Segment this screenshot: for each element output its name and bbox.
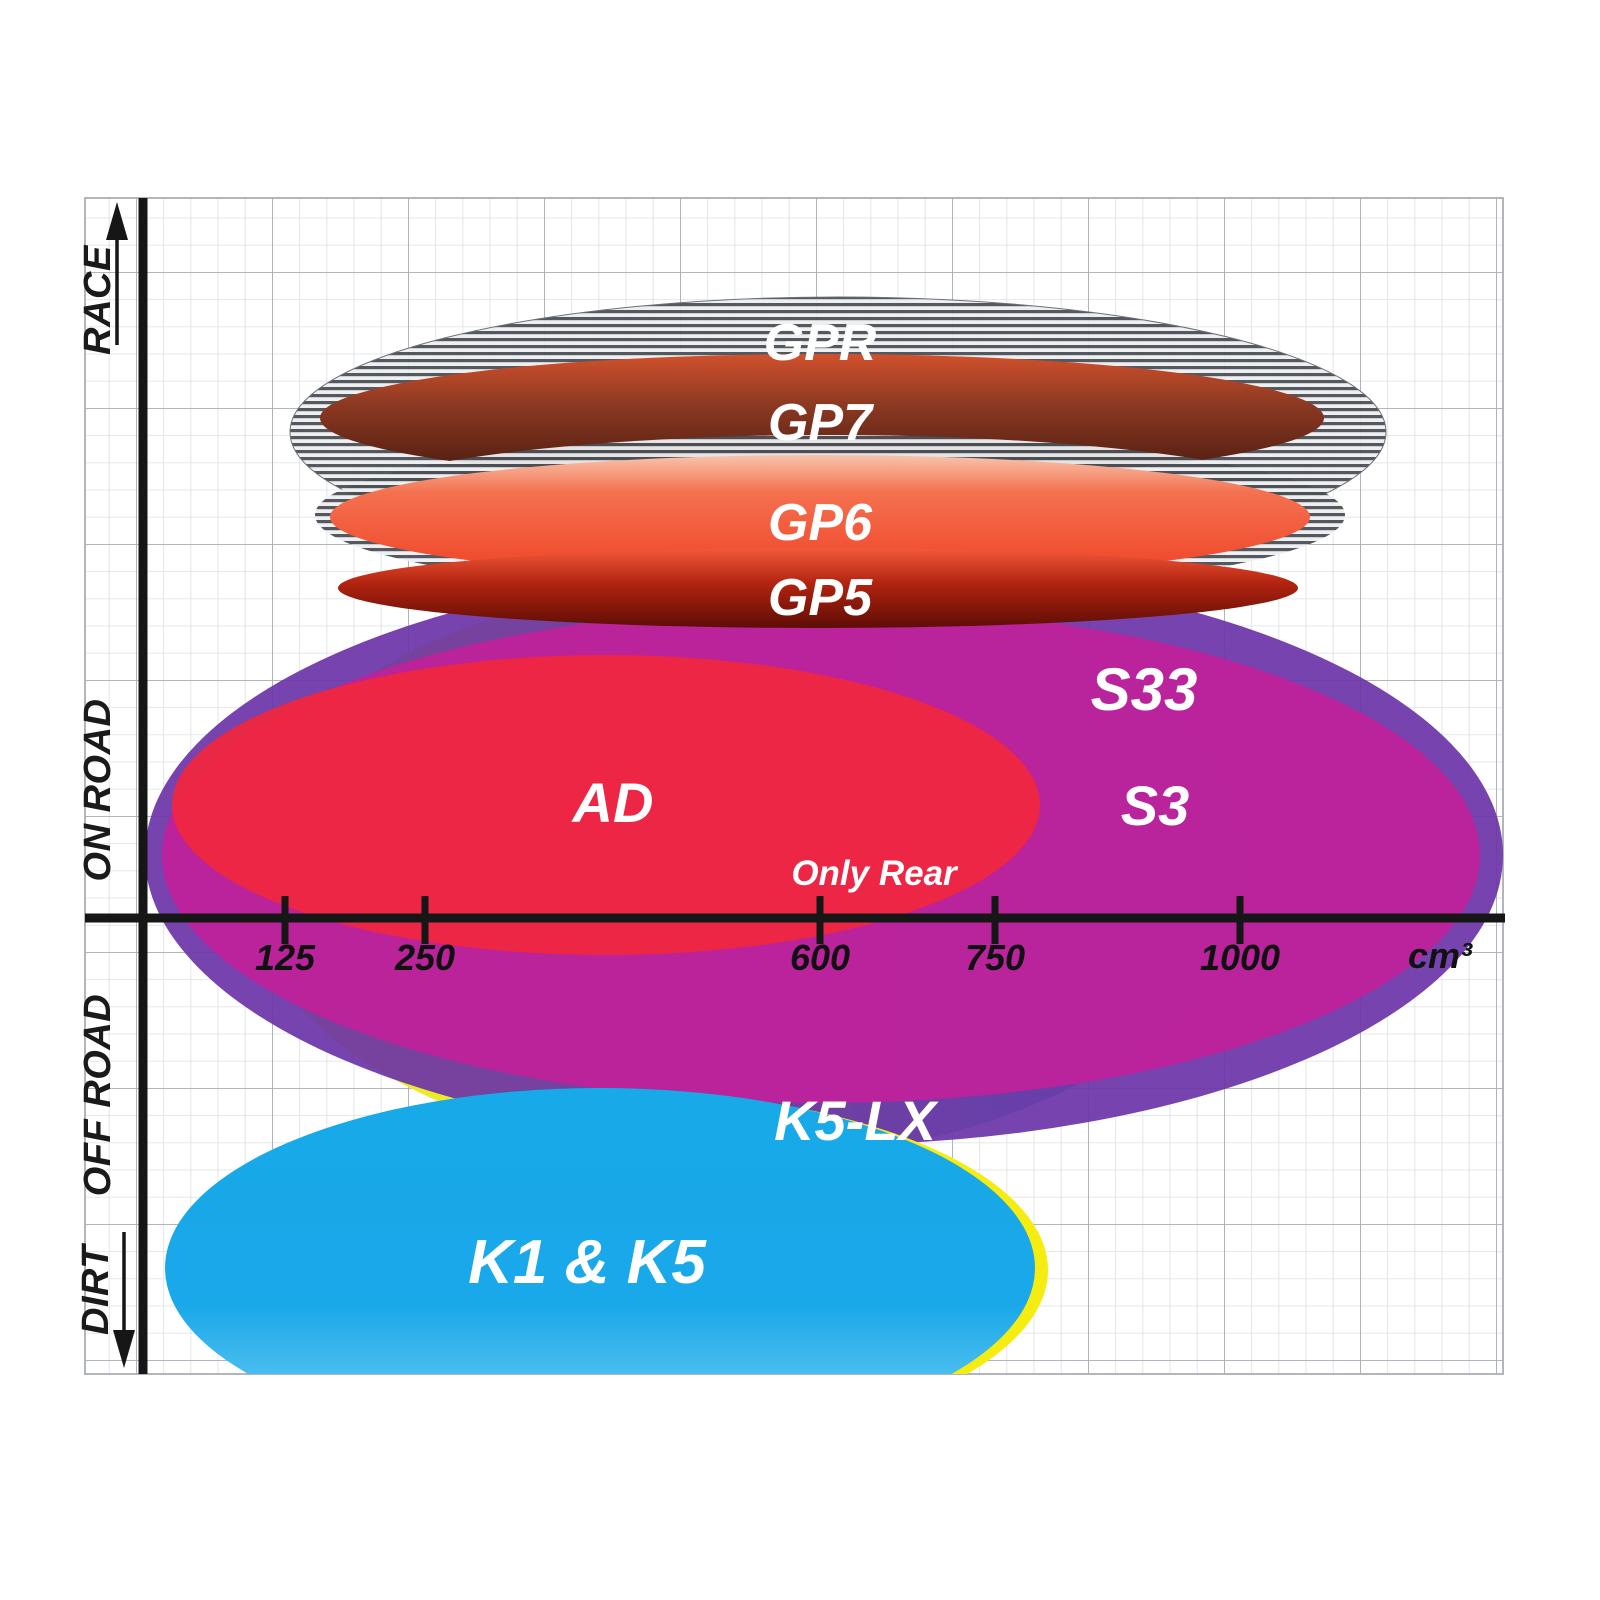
- label-only-rear: Only Rear: [791, 854, 959, 893]
- y-label-dirt: DIRT: [75, 1243, 117, 1335]
- x-axis-unit-label: cm³: [1408, 935, 1473, 976]
- race-group: [289, 296, 1387, 628]
- series-labels: GPR GP7 GP6 GP5 S33 S3 AD Only Rear K5-L…: [468, 314, 1197, 1297]
- label-gp7: GP7: [768, 394, 874, 452]
- x-tick-label-125: 125: [255, 937, 316, 978]
- label-s33: S33: [1091, 656, 1198, 723]
- blob-ad: [172, 655, 1040, 955]
- x-tick-label-250: 250: [394, 937, 455, 978]
- y-label-off-road: OFF ROAD: [77, 994, 119, 1196]
- y-label-on-road: ON ROAD: [77, 699, 119, 882]
- x-ticks: [281, 896, 1244, 944]
- dirt-arrow-icon: [113, 1232, 135, 1368]
- blob-gp5: [338, 548, 1298, 628]
- label-gp5: GP5: [768, 569, 873, 627]
- x-tick-labels: 125 250 600 750 1000 cm³: [255, 935, 1473, 978]
- blob-gp6: [330, 455, 1310, 579]
- axes: [85, 198, 1505, 1374]
- blob-k1k5: [165, 1088, 1048, 1374]
- x-tick-label-1000: 1000: [1200, 937, 1280, 978]
- label-k1k5: K1 & K5: [468, 1228, 707, 1297]
- x-tick-label-750: 750: [965, 937, 1025, 978]
- label-gp6: GP6: [768, 494, 873, 552]
- label-k5lx: K5-LX: [774, 1089, 939, 1152]
- y-axis-labels: RACE ON ROAD OFF ROAD DIRT: [75, 244, 119, 1335]
- label-ad: AD: [571, 771, 654, 834]
- race-arrow-icon: [106, 202, 128, 345]
- y-label-race: RACE: [77, 244, 119, 355]
- label-s3: S3: [1121, 774, 1190, 837]
- x-tick-label-600: 600: [790, 937, 850, 978]
- label-gpr: GPR: [764, 314, 877, 372]
